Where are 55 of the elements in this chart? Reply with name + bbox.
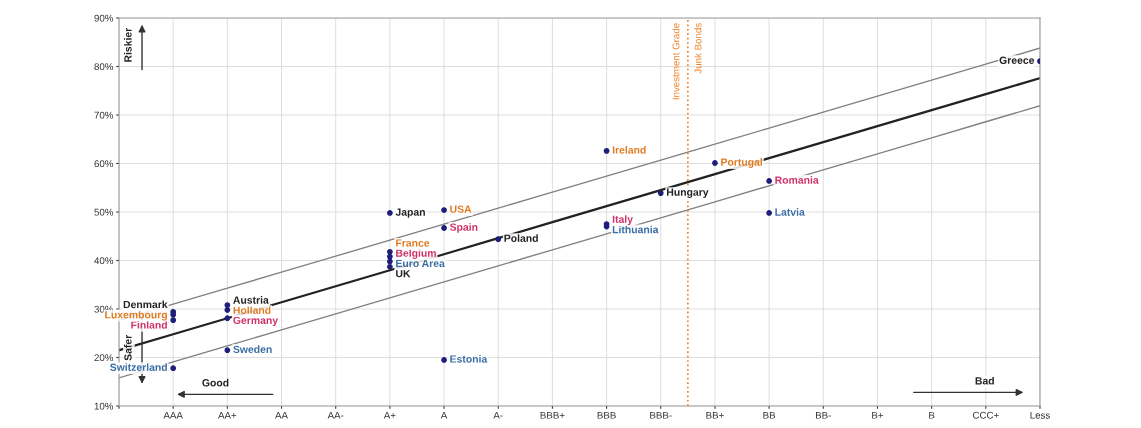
x-tick-label: BBB+ [540,411,565,419]
annotation: Bad [975,376,994,385]
x-tick-label: AA [275,411,288,419]
data-label: Germany [233,316,279,327]
data-label: Holland [233,306,271,314]
x-tick-label: BB- [815,411,831,419]
data-label: Austria [233,296,269,304]
x-tick-label: BBB [597,411,616,419]
data-label: Poland [504,234,538,242]
x-tick-label: BB [763,411,776,419]
x-tick-label: AA+ [218,411,237,419]
annotation: Riskier [124,27,132,62]
data-label: Belgium [396,249,436,259]
y-tick-label: 60% [94,160,114,168]
x-tick-label: CCC+ [972,411,999,419]
data-label: Portugal [721,158,763,168]
data-label: Estonia [450,355,488,363]
x-tick-label: B+ [872,411,884,419]
x-tick-label: AA- [327,411,344,419]
data-label: Japan [395,208,425,218]
data-label: Hungary [667,188,709,198]
y-tick-label: 50% [94,208,114,216]
data-label: Latvia [775,208,805,216]
y-tick-label: 70% [94,111,114,119]
x-tick-label: Less [1030,411,1050,419]
x-tick-label: BB+ [706,411,724,419]
y-tick-label: 40% [94,257,114,265]
annotation: Good [202,378,229,387]
ref-line-label: Investment Grade [672,23,680,100]
data-label: Greece [999,56,1035,64]
x-tick-label: AAA [163,411,183,419]
data-label: Spain [449,223,478,233]
data-label: Lithuania [612,225,659,234]
y-tick-label: 10% [94,402,114,410]
y-tick-label: 90% [94,14,114,22]
data-label: UK [396,270,411,278]
annotation: Junk Bonds [694,23,702,74]
x-tick-label: A+ [383,411,396,419]
annotation: Safer [124,334,132,361]
y-tick-label: 20% [94,354,114,362]
x-tick-label: A [440,411,448,419]
data-label: USA [450,205,472,213]
data-label: Italy [612,215,633,226]
data-label: France [396,239,430,247]
data-label: Finland [131,321,167,329]
x-tick-label: B [929,411,935,419]
data-label: Switzerland [110,363,167,371]
data-label: Euro Area [396,259,445,268]
data-label: Romania [775,176,819,184]
x-tick-label: BBB- [650,411,672,419]
y-tick-label: 80% [94,63,114,71]
data-label: Sweden [233,345,272,354]
data-label: Denmark [123,300,168,309]
x-tick-label: A- [493,411,503,419]
data-label: Ireland [612,146,646,154]
